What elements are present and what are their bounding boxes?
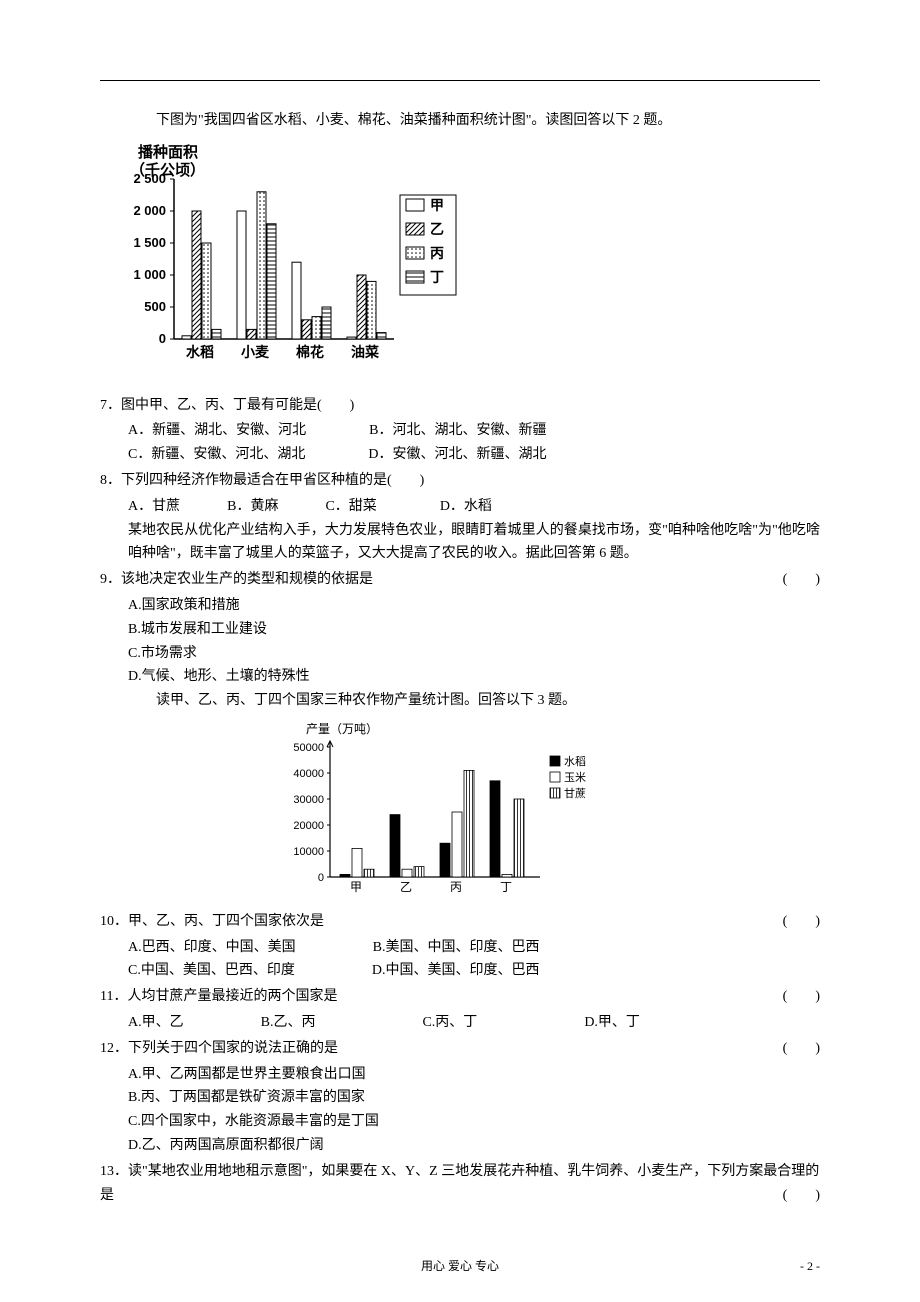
passage2: 某地农民从优化产业结构入手，大力发展特色农业，眼睛盯着城里人的餐桌找市场，变"咱…: [100, 519, 820, 567]
svg-text:0: 0: [318, 872, 324, 884]
q9-line: 9．该地决定农业生产的类型和规模的依据是 ( ): [100, 568, 820, 592]
q10-stem: 10．甲、乙、丙、丁四个国家依次是: [100, 914, 324, 929]
q12-B: B.丙、丁两国都是铁矿资源丰富的国家: [100, 1086, 820, 1110]
top-divider: [100, 80, 820, 81]
svg-text:乙: 乙: [400, 880, 412, 894]
svg-text:500: 500: [144, 299, 166, 314]
q12-paren: ( ): [783, 1037, 820, 1061]
svg-text:甲: 甲: [350, 880, 362, 894]
svg-text:2 000: 2 000: [133, 203, 166, 218]
svg-text:1 500: 1 500: [133, 235, 166, 250]
q7-C: C．新疆、安徽、河北、湖北: [128, 447, 305, 462]
q7-row2: C．新疆、安徽、河北、湖北 D．安徽、河北、新疆、湖北: [100, 443, 820, 467]
svg-text:50000: 50000: [293, 742, 324, 754]
svg-text:乙: 乙: [430, 221, 444, 237]
q9-C: C.市场需求: [100, 642, 820, 666]
svg-text:1 000: 1 000: [133, 267, 166, 282]
q9-paren: ( ): [783, 568, 820, 592]
chart2: 产量（万吨） 0 10000 20000 30000 40000 50000 甲 乙 丙 丁 水稻玉米…: [270, 717, 820, 906]
q13-stem: 13．读"某地农业用地地租示意图"，如果要在 X、Y、Z 三地发展花卉种植、乳牛…: [100, 1164, 819, 1203]
q10-B: B.美国、中国、印度、巴西: [373, 940, 540, 955]
svg-text:20000: 20000: [293, 820, 324, 832]
svg-text:小麦: 小麦: [241, 344, 270, 360]
q8-row: A．甘蔗 B．黄麻 C．甜菜 D．水稻: [100, 495, 820, 519]
chart2-intro: 读甲、乙、丙、丁四个国家三种农作物产量统计图。回答以下 3 题。: [100, 689, 820, 713]
q10-row2: C.中国、美国、巴西、印度 D.中国、美国、印度、巴西: [100, 959, 820, 983]
svg-text:丙: 丙: [430, 245, 444, 261]
q11-line: 11．人均甘蔗产量最接近的两个国家是 ( ): [100, 985, 820, 1009]
q8-C: C．甜菜: [325, 499, 376, 514]
svg-text:水稻: 水稻: [564, 755, 586, 768]
q8-A: A．甘蔗: [128, 499, 180, 514]
svg-text:10000: 10000: [293, 846, 324, 858]
q12-D: D.乙、丙两国高原面积都很广阔: [100, 1134, 820, 1158]
q9-A: A.国家政策和措施: [100, 594, 820, 618]
q11-B: B.乙、丙: [261, 1015, 316, 1030]
q10-D: D.中国、美国、印度、巴西: [372, 963, 540, 978]
q12-stem: 12．下列关于四个国家的说法正确的是: [100, 1041, 338, 1056]
q10-paren: ( ): [783, 910, 820, 934]
q7-stem: 7．图中甲、乙、丙、丁最有可能是( ): [100, 394, 820, 418]
q10-line: 10．甲、乙、丙、丁四个国家依次是 ( ): [100, 910, 820, 934]
q9-B: B.城市发展和工业建设: [100, 618, 820, 642]
chart2-svg: 产量（万吨） 0 10000 20000 30000 40000 50000 甲 乙 丙 丁 水稻玉米…: [270, 717, 630, 897]
q9-D: D.气候、地形、土壤的特殊性: [100, 665, 820, 689]
svg-text:丁: 丁: [500, 880, 512, 894]
q11-stem: 11．人均甘蔗产量最接近的两个国家是: [100, 989, 337, 1004]
q8-B: B．黄麻: [227, 499, 278, 514]
q11-D: D.甲、丁: [584, 1015, 640, 1030]
svg-text:30000: 30000: [293, 794, 324, 806]
chart1: 播种面积（千公顷）05001 0001 5002 0002 500水稻小麦棉花油…: [110, 139, 820, 388]
svg-text:40000: 40000: [293, 768, 324, 780]
q11-row: A.甲、乙 B.乙、丙 C.丙、丁 D.甲、丁: [100, 1011, 820, 1035]
page: 下图为"我国四省区水稻、小麦、棉花、油菜播种面积统计图"。读图回答以下 2 题。: [0, 0, 920, 1302]
q11-paren: ( ): [783, 985, 820, 1009]
svg-text:播种面积: 播种面积: [138, 143, 198, 161]
q9-stem: 9．该地决定农业生产的类型和规模的依据是: [100, 572, 373, 587]
svg-text:玉米: 玉米: [564, 771, 586, 784]
svg-text:丁: 丁: [430, 269, 444, 285]
q10-row1: A.巴西、印度、中国、美国 B.美国、中国、印度、巴西: [100, 936, 820, 960]
q11-A: A.甲、乙: [128, 1015, 184, 1030]
q13-line: 13．读"某地农业用地地租示意图"，如果要在 X、Y、Z 三地发展花卉种植、乳牛…: [100, 1160, 820, 1208]
svg-text:产量（万吨）: 产量（万吨）: [306, 722, 378, 736]
chart1-svg: 播种面积（千公顷）05001 0001 5002 0002 500水稻小麦棉花油…: [110, 139, 490, 379]
svg-text:丙: 丙: [450, 880, 462, 894]
q7-A: A．新疆、湖北、安徽、河北: [128, 423, 306, 438]
q10-C: C.中国、美国、巴西、印度: [128, 963, 295, 978]
footer-center: 用心 爱心 专心: [0, 1256, 920, 1276]
svg-text:甘蔗: 甘蔗: [564, 787, 586, 800]
q8-D: D．水稻: [440, 499, 492, 514]
svg-text:甲: 甲: [430, 197, 444, 213]
q7-row1: A．新疆、湖北、安徽、河北 B．河北、湖北、安徽、新疆: [100, 419, 820, 443]
q7-B: B．河北、湖北、安徽、新疆: [369, 423, 546, 438]
footer-right: - 2 -: [800, 1256, 820, 1276]
svg-text:棉花: 棉花: [296, 344, 324, 360]
chart1-intro: 下图为"我国四省区水稻、小麦、棉花、油菜播种面积统计图"。读图回答以下 2 题。: [100, 109, 820, 133]
svg-text:0: 0: [159, 331, 166, 346]
q12-C: C.四个国家中，水能资源最丰富的是丁国: [100, 1110, 820, 1134]
q12-line: 12．下列关于四个国家的说法正确的是 ( ): [100, 1037, 820, 1061]
q13-paren: ( ): [783, 1184, 820, 1208]
svg-text:水稻: 水稻: [186, 344, 214, 360]
q11-C: C.丙、丁: [422, 1015, 477, 1030]
svg-text:油菜: 油菜: [351, 344, 380, 360]
q10-A: A.巴西、印度、中国、美国: [128, 940, 296, 955]
q12-A: A.甲、乙两国都是世界主要粮食出口国: [100, 1063, 820, 1087]
q7-D: D．安徽、河北、新疆、湖北: [368, 447, 546, 462]
q8-stem: 8．下列四种经济作物最适合在甲省区种植的是( ): [100, 469, 820, 493]
svg-text:2 500: 2 500: [133, 171, 166, 186]
